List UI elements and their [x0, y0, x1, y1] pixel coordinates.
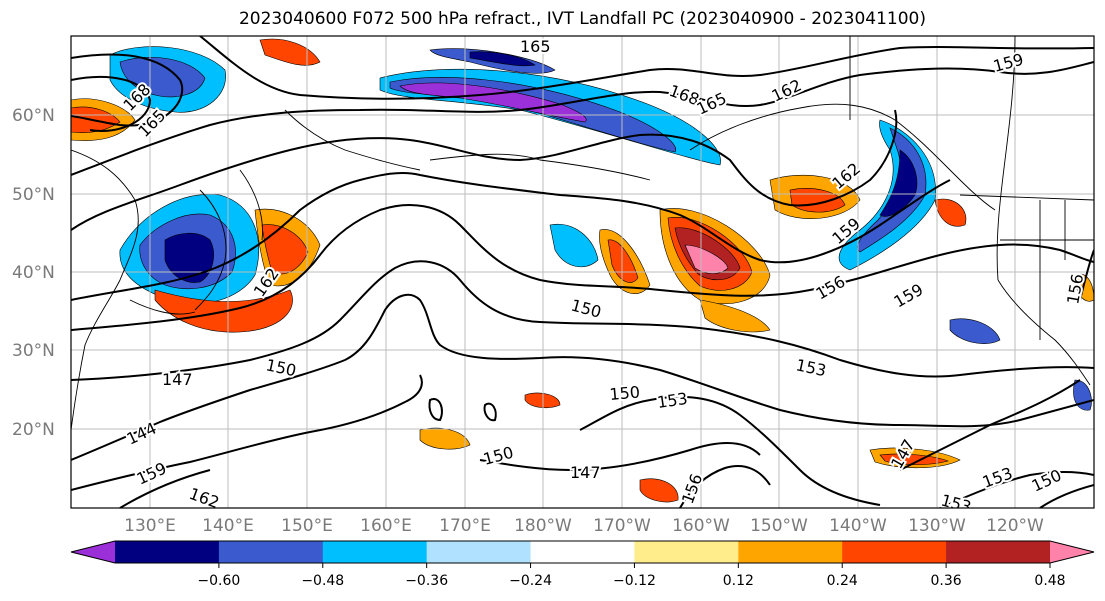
lat-label: 40°N	[12, 263, 55, 283]
lon-label: 150°E	[281, 516, 333, 536]
lon-label: 160°E	[360, 516, 412, 536]
lon-label: 140°E	[202, 516, 254, 536]
colorbar-tick-label: −0.24	[509, 573, 552, 589]
lon-label: 130°W	[908, 516, 966, 536]
colorbar-tick-label: −0.60	[197, 573, 240, 589]
colorbar-segment	[634, 541, 739, 563]
lat-label: 30°N	[12, 341, 55, 361]
colorbar-tick-label: −0.36	[405, 573, 448, 589]
shaded-anomaly-regions	[71, 38, 1094, 503]
colorbar-extension-high	[1050, 541, 1094, 563]
contour-label: 147	[162, 370, 193, 389]
map-frame	[70, 35, 1095, 509]
lon-label: 170°E	[439, 516, 491, 536]
latitude-labels: 60°N 50°N 40°N 30°N 20°N	[12, 106, 55, 440]
colorbar-segment	[322, 541, 428, 563]
longitude-labels: 130°E 140°E 150°E 160°E 170°E 180°W 170°…	[124, 516, 1044, 536]
colorbar-segment	[426, 541, 532, 563]
colorbar-outline	[70, 540, 1095, 564]
lon-label: 140°W	[829, 516, 887, 536]
lon-label: 170°W	[593, 516, 651, 536]
lon-label: 150°W	[750, 516, 808, 536]
lat-label: 20°N	[12, 420, 55, 440]
contour-label: 153	[656, 389, 689, 412]
colorbar-segment	[218, 541, 324, 563]
height-contours	[71, 36, 1094, 508]
colorbar: −0.60 −0.48 −0.36 −0.24 −0.12 0.12 0.24 0.36 0.4…	[70, 540, 1095, 589]
contour-label: 147	[570, 463, 601, 482]
graticule	[71, 36, 1094, 508]
colorbar-tick-label: 0.24	[827, 573, 858, 589]
lon-label: 160°W	[672, 516, 730, 536]
colorbar-tick-label: −0.48	[301, 573, 344, 589]
colorbar-segment	[738, 541, 843, 563]
lat-label: 50°N	[12, 185, 55, 205]
lon-label: 180°W	[514, 516, 572, 536]
colorbar-tick-label: −0.12	[613, 573, 656, 589]
map-title: 2023040600 F072 500 hPa refract., IVT La…	[238, 9, 926, 29]
colorbar-segment	[946, 541, 1051, 563]
colorbar-segment	[842, 541, 947, 563]
lon-label: 130°E	[124, 516, 176, 536]
contour-label: 165	[520, 37, 551, 56]
colorbar-tick-label: 0.36	[931, 573, 962, 589]
colorbar-tick-label: 0.12	[723, 573, 754, 589]
contour-label: 150	[609, 382, 641, 404]
colorbar-segment	[115, 541, 220, 563]
colorbar-tick-label: 0.48	[1034, 573, 1065, 589]
lat-label: 60°N	[12, 106, 55, 126]
colorbar-segment	[530, 541, 635, 563]
lon-label: 120°W	[986, 516, 1044, 536]
colorbar-extension-low	[71, 541, 115, 563]
